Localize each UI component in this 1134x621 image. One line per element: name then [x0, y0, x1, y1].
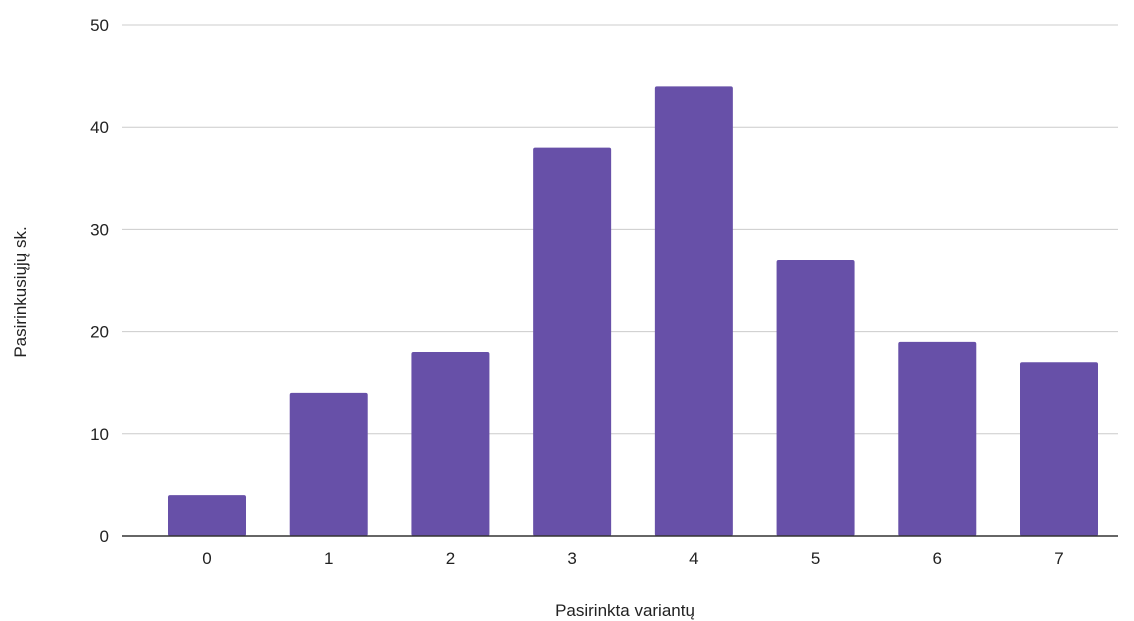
- x-tick-label: 3: [567, 549, 576, 568]
- y-axis-title: Pasirinkusiųjų sk.: [11, 226, 30, 357]
- x-tick-label: 0: [202, 549, 211, 568]
- x-axis-title: Pasirinkta variantų: [555, 601, 695, 620]
- y-tick-label: 40: [90, 118, 109, 137]
- bar-1: [289, 392, 368, 536]
- y-tick-label: 20: [90, 323, 109, 342]
- x-tick-label: 5: [811, 549, 820, 568]
- bar-2: [411, 352, 490, 536]
- bar-0: [168, 495, 246, 536]
- bar-5: [776, 260, 855, 536]
- bar-4: [654, 86, 733, 536]
- x-tick-label: 7: [1054, 549, 1063, 568]
- x-tick-label: 6: [933, 549, 942, 568]
- bars: [168, 86, 1098, 536]
- bar-3: [533, 147, 612, 536]
- x-tick-label: 4: [689, 549, 698, 568]
- x-tick-label: 2: [446, 549, 455, 568]
- y-tick-label: 50: [90, 16, 109, 35]
- y-axis-ticks: 0 10 20 30 40 50: [90, 16, 109, 546]
- bar-7: [1020, 362, 1098, 536]
- y-tick-label: 30: [90, 220, 109, 239]
- bar-6: [898, 341, 977, 536]
- x-axis-ticks: 0 1 2 3 4 5 6 7: [202, 549, 1063, 568]
- y-tick-label: 10: [90, 425, 109, 444]
- x-tick-label: 1: [324, 549, 333, 568]
- y-tick-label: 0: [100, 527, 109, 546]
